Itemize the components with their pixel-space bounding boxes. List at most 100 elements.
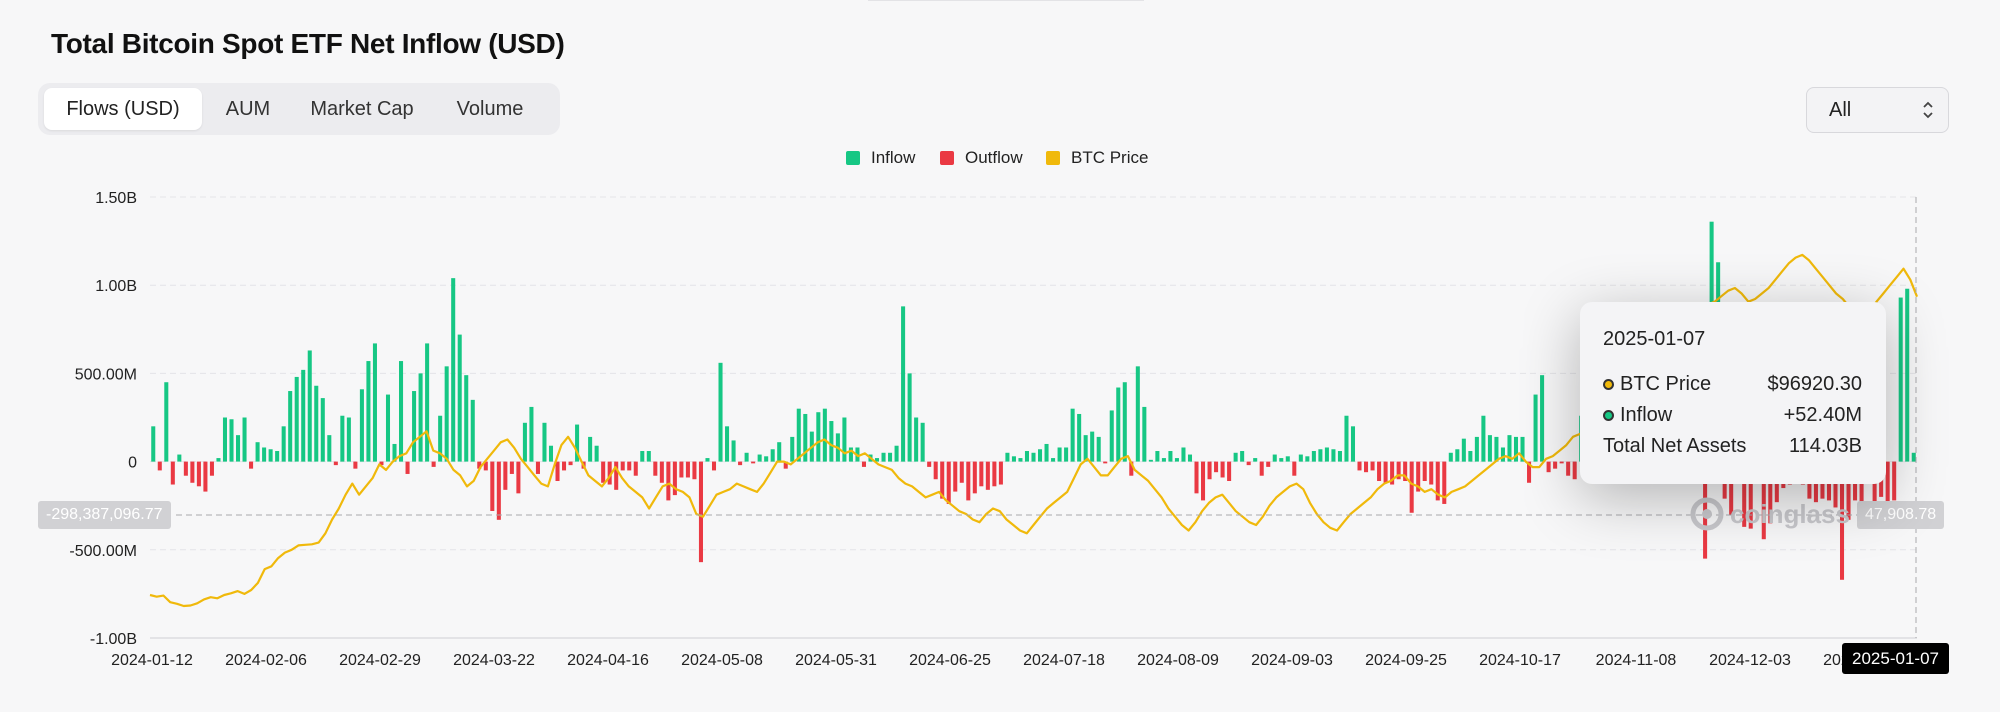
x-tick-label: 2024-05-31 bbox=[795, 652, 877, 669]
inflow-bar bbox=[229, 419, 234, 462]
inflow-bar bbox=[1311, 451, 1316, 462]
inflow-bar bbox=[646, 451, 651, 462]
outflow-bar bbox=[1839, 461, 1845, 580]
inflow-bar bbox=[1057, 447, 1062, 462]
outflow-bar bbox=[972, 461, 977, 494]
outflow-bar bbox=[1885, 461, 1890, 529]
inflow-bar bbox=[1494, 436, 1499, 462]
outflow-bar bbox=[1566, 461, 1571, 476]
outflow-bar bbox=[1435, 461, 1440, 501]
inflow-bar bbox=[425, 343, 430, 462]
inflow-bar bbox=[1350, 426, 1356, 462]
legend-label-1: Outflow bbox=[965, 148, 1023, 167]
inflow-bar bbox=[438, 415, 443, 462]
outflow-bar bbox=[607, 461, 612, 485]
y-tick-label: 500.00M bbox=[75, 366, 137, 383]
tab-volume[interactable]: Volume bbox=[456, 97, 524, 120]
inflow-bar bbox=[1096, 436, 1101, 462]
outflow-bar bbox=[170, 461, 175, 485]
inflow-bar bbox=[275, 451, 280, 462]
inflow-bar bbox=[262, 447, 267, 462]
inflow-bar bbox=[1174, 458, 1179, 462]
outflow-bar bbox=[555, 461, 560, 482]
outflow-bar bbox=[1422, 461, 1427, 482]
inflow-bar bbox=[1474, 436, 1479, 462]
outflow-bar bbox=[927, 461, 932, 467]
inflow-bar bbox=[1077, 413, 1082, 462]
tab-flows[interactable]: Flows (USD) bbox=[44, 88, 202, 130]
outflow-bar bbox=[1761, 461, 1766, 540]
inflow-bar bbox=[177, 454, 182, 462]
x-tick-label: 2024-08-09 bbox=[1137, 652, 1219, 669]
inflow-bar bbox=[307, 350, 312, 462]
inflow-bar bbox=[1109, 410, 1114, 462]
inflow-bar bbox=[588, 436, 593, 462]
inflow-bar bbox=[1051, 458, 1056, 462]
inflow-bar bbox=[457, 334, 462, 462]
outflow-bar bbox=[1833, 461, 1838, 508]
range-select[interactable]: All bbox=[1806, 87, 1949, 133]
inflow-bar bbox=[1018, 458, 1023, 462]
inflow-bar bbox=[372, 343, 377, 462]
outflow-bar bbox=[1546, 461, 1551, 473]
inflow-bar bbox=[796, 408, 801, 462]
outflow-bar bbox=[1748, 461, 1753, 529]
x-tick-label: 2024-12-03 bbox=[1709, 652, 1791, 669]
outflow-bar bbox=[183, 461, 188, 476]
outflow-bar bbox=[1377, 461, 1382, 482]
outflow-bar bbox=[711, 461, 717, 471]
inflow-bar bbox=[548, 445, 554, 462]
outflow-bar bbox=[633, 461, 638, 476]
outflow-bar bbox=[503, 461, 508, 490]
inflow-bar bbox=[1905, 288, 1910, 462]
inflow-bar bbox=[359, 389, 364, 462]
x-tick-label: 2024-09-03 bbox=[1251, 652, 1333, 669]
outflow-bar bbox=[1559, 461, 1564, 464]
outflow-bar bbox=[679, 461, 684, 478]
inflow-bar bbox=[848, 447, 853, 462]
outflow-bar bbox=[496, 461, 501, 520]
inflow-bar bbox=[392, 443, 397, 462]
x-tick-label: 2024-03-22 bbox=[453, 652, 535, 669]
outflow-bar bbox=[516, 461, 521, 494]
outflow-bar bbox=[1416, 461, 1421, 492]
tooltip-row-assets: Total Net Assets 114.03B bbox=[1603, 435, 1862, 457]
inflow-bar bbox=[1331, 449, 1336, 462]
legend-swatch-1 bbox=[940, 151, 954, 165]
tab-market-cap[interactable]: Market Cap bbox=[310, 97, 414, 120]
outflow-bar bbox=[1403, 461, 1408, 482]
inflow-bar bbox=[1142, 406, 1147, 462]
outflow-bar bbox=[783, 461, 788, 469]
inflow-bar bbox=[1513, 436, 1519, 462]
inflow-bar bbox=[1318, 449, 1323, 462]
outflow-bar bbox=[1892, 461, 1897, 501]
legend-swatch-0 bbox=[846, 151, 860, 165]
inflow-bar bbox=[444, 366, 449, 462]
outflow-bar bbox=[1396, 461, 1401, 480]
x-tick-label: 2024-09-25 bbox=[1365, 652, 1447, 669]
inflow-bar bbox=[1135, 366, 1140, 462]
outflow-bar bbox=[1729, 461, 1734, 515]
inflow-bar bbox=[301, 369, 306, 462]
outflow-bar bbox=[1266, 461, 1271, 467]
inflow-bar bbox=[744, 452, 749, 462]
inflow-bar bbox=[464, 375, 469, 462]
inflow-bar bbox=[1155, 451, 1160, 462]
page-title: Total Bitcoin Spot ETF Net Inflow (USD) bbox=[51, 28, 565, 59]
outflow-bar bbox=[431, 461, 436, 467]
tooltip-row-price: BTC Price $96920.30 bbox=[1603, 369, 1862, 400]
outflow-bar bbox=[998, 461, 1003, 485]
outflow-bar bbox=[985, 461, 990, 490]
inflow-bar bbox=[1285, 456, 1290, 462]
inflow-bar bbox=[1898, 297, 1903, 462]
inflow-bar bbox=[594, 445, 599, 462]
inflow-bar bbox=[314, 385, 319, 462]
inflow-bar bbox=[542, 422, 547, 462]
inflow-bar bbox=[816, 412, 821, 462]
outflow-bar bbox=[1768, 461, 1773, 524]
outflow-bar bbox=[979, 461, 984, 487]
outflow-bar bbox=[353, 461, 358, 469]
inflow-bar bbox=[1487, 435, 1492, 462]
tab-aum[interactable]: AUM bbox=[225, 97, 271, 120]
inflow-bar bbox=[640, 451, 645, 462]
